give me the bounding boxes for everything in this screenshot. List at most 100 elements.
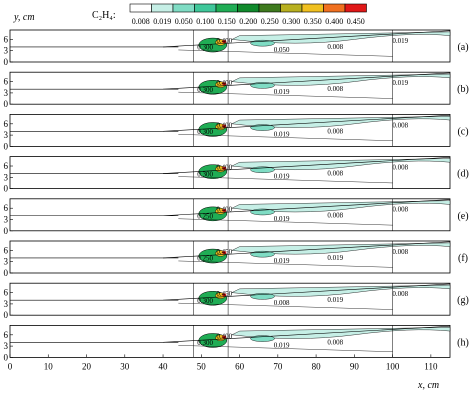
x-tick-label: 40 <box>159 361 169 371</box>
y-tick-label: 3 <box>4 215 9 225</box>
x-tick-label: 0 <box>8 361 13 371</box>
x-tick-label: 100 <box>386 361 400 371</box>
plume-core <box>222 82 227 86</box>
x-tick-label: 50 <box>197 361 207 371</box>
plume-core <box>222 335 227 339</box>
jet-boundary <box>163 157 451 174</box>
contour-label: 0.008 <box>392 164 408 172</box>
panel-label: (c) <box>457 126 468 137</box>
colorbar-swatch <box>129 3 152 13</box>
y-tick-label: 6 <box>4 245 9 255</box>
colorbar-swatch <box>172 3 195 13</box>
lower-boundary <box>178 260 393 268</box>
contour-label: 0.019 <box>392 37 408 45</box>
contour-label: 0.019 <box>392 79 408 87</box>
lower-boundary <box>178 91 393 99</box>
contour-label: 0.300 <box>197 339 213 347</box>
jet-boundary <box>163 114 451 132</box>
y-tick-label: 3 <box>4 341 9 351</box>
contour-label: 0.019 <box>274 341 290 349</box>
contour-label: 0.400 <box>216 121 232 129</box>
x-tick-label: 110 <box>424 361 438 371</box>
contour-label: 0.008 <box>327 43 343 51</box>
colorbar-level: 0.100 <box>196 17 214 26</box>
y-tick-label: 3 <box>4 46 9 56</box>
contour-label: 0.400 <box>216 206 232 214</box>
colorbar-level: 0.350 <box>304 17 322 26</box>
lower-boundary <box>178 345 393 352</box>
plume-core <box>222 124 227 128</box>
y-tick-label: 3 <box>4 130 9 140</box>
contour-label: 0.008 <box>327 85 343 93</box>
y-tick-label: 6 <box>4 161 9 171</box>
x-tick-label: 60 <box>235 361 245 371</box>
panel-label: (h) <box>457 337 469 348</box>
contour-label: 0.300 <box>197 128 213 136</box>
contour-label: 0.019 <box>274 88 290 96</box>
contour-label: 0.019 <box>274 173 290 181</box>
lower-boundary <box>178 134 393 141</box>
colorbar-level: 0.300 <box>282 17 300 26</box>
y-tick-label: 6 <box>4 203 9 213</box>
x-tick-label: 10 <box>44 361 54 371</box>
contour-label: 0.050 <box>274 46 290 54</box>
plume-core <box>222 166 227 170</box>
y-tick-label: 3 <box>4 299 9 309</box>
contour-label: 0.250 <box>197 212 213 220</box>
colorbar-level: 0.450 <box>347 17 365 26</box>
y-tick-label: 3 <box>4 257 9 267</box>
contour-label: 0.008 <box>392 121 408 129</box>
y-tick-label: 6 <box>4 288 9 298</box>
y-tick-label: 6 <box>4 34 9 44</box>
panel-label: (b) <box>457 84 469 95</box>
y-tick-label: 6 <box>4 330 9 340</box>
colorbar-swatch <box>194 3 217 13</box>
x-tick-label: 30 <box>120 361 130 371</box>
contour-label: 0.008 <box>274 299 290 307</box>
contour-label: 0.008 <box>392 206 408 214</box>
contour-label: 0.400 <box>216 332 232 340</box>
y-tick-label: 0 <box>4 352 9 362</box>
plume-core <box>222 251 227 255</box>
colorbar-swatch <box>258 3 281 13</box>
colorbar-level: 0.400 <box>325 17 343 26</box>
plume-core <box>222 293 227 297</box>
y-tick-label: 0 <box>4 268 9 278</box>
x-tick-label: 20 <box>82 361 92 371</box>
contour-label: 0.019 <box>327 254 343 262</box>
contour-label: 0.300 <box>197 297 213 305</box>
panel-label: (d) <box>457 169 469 180</box>
plume-core <box>222 208 227 212</box>
y-tick-label: 3 <box>4 88 9 98</box>
contour-label: 0.019 <box>274 130 290 138</box>
contour-label: 0.019 <box>274 257 290 265</box>
contour-label: 0.300 <box>197 86 213 94</box>
lower-boundary <box>178 49 393 57</box>
jet-boundary <box>163 241 451 259</box>
contour-label: 0.300 <box>197 44 213 52</box>
lower-boundary <box>178 218 393 226</box>
y-tick-label: 3 <box>4 172 9 182</box>
colorbar-swatch <box>301 3 324 13</box>
colorbar-level: 0.008 <box>132 17 150 26</box>
y-tick-label: 0 <box>4 310 9 320</box>
jet-boundary <box>163 325 451 343</box>
colorbar-level: 0.200 <box>239 17 257 26</box>
colorbar-swatch <box>280 3 303 13</box>
x-tick-label: 90 <box>350 361 360 371</box>
colorbar-swatch <box>151 3 174 13</box>
panel-label: (f) <box>458 253 468 264</box>
y-axis-label: y, cm <box>13 12 35 23</box>
colorbar-swatch <box>344 3 367 13</box>
colorbar-swatch <box>237 3 260 13</box>
colorbar-swatch <box>323 3 346 13</box>
lower-boundary <box>178 302 393 310</box>
contour-label: 0.008 <box>327 127 343 135</box>
colorbar-level: 0.150 <box>218 17 236 26</box>
y-tick-label: 6 <box>4 77 9 87</box>
panel-label: (a) <box>457 42 468 53</box>
contour-label: 0.008 <box>327 170 343 178</box>
contour-label: 0.300 <box>197 170 213 178</box>
contour-label: 0.450 <box>216 248 232 256</box>
